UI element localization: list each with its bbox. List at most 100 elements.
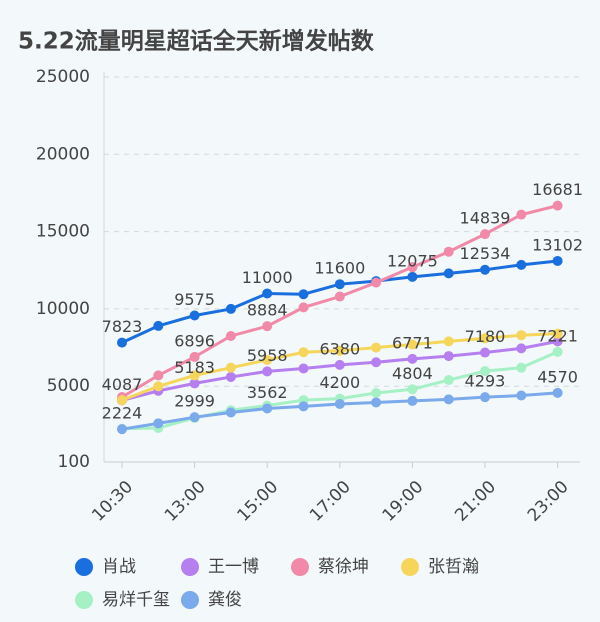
legend-label: 易烊千玺 bbox=[102, 590, 170, 610]
point bbox=[443, 336, 454, 347]
data-label: 6896 bbox=[174, 331, 215, 350]
point bbox=[552, 255, 563, 266]
point bbox=[480, 347, 490, 358]
data-label: 7221 bbox=[537, 326, 578, 345]
point bbox=[298, 363, 309, 374]
point bbox=[334, 345, 345, 356]
y-tick-label: 100 bbox=[58, 452, 90, 472]
point bbox=[189, 351, 200, 362]
point bbox=[298, 401, 309, 412]
point bbox=[225, 407, 236, 418]
point bbox=[153, 320, 164, 331]
point bbox=[262, 321, 273, 332]
point bbox=[480, 229, 490, 240]
point bbox=[189, 310, 200, 321]
point bbox=[552, 346, 563, 357]
point bbox=[371, 397, 382, 408]
data-label: 4293 bbox=[465, 372, 506, 391]
point bbox=[298, 302, 309, 313]
point bbox=[516, 330, 527, 341]
data-label: 4570 bbox=[537, 367, 578, 386]
point bbox=[298, 347, 309, 358]
point bbox=[225, 371, 236, 382]
point bbox=[298, 289, 309, 300]
legend-swatch bbox=[75, 558, 93, 576]
data-label: 9575 bbox=[174, 290, 215, 309]
point bbox=[480, 392, 490, 403]
legend-swatch bbox=[291, 558, 309, 576]
point bbox=[225, 362, 236, 373]
legend-swatch bbox=[401, 558, 419, 576]
point bbox=[443, 394, 454, 405]
point bbox=[334, 399, 345, 410]
point bbox=[552, 387, 563, 398]
data-label: 16681 bbox=[532, 180, 583, 199]
point bbox=[334, 291, 345, 302]
legend-label: 王一博 bbox=[208, 557, 259, 577]
point bbox=[262, 366, 273, 377]
data-label: 2224 bbox=[102, 404, 143, 423]
point bbox=[225, 303, 236, 314]
y-tick-label: 15000 bbox=[36, 222, 90, 242]
point bbox=[407, 384, 418, 395]
point bbox=[443, 246, 454, 257]
point bbox=[407, 339, 418, 350]
point bbox=[552, 336, 563, 347]
point bbox=[153, 418, 164, 429]
point bbox=[117, 424, 127, 435]
data-label: 7180 bbox=[465, 327, 506, 346]
point bbox=[371, 277, 382, 288]
data-label: 11600 bbox=[314, 259, 365, 278]
point bbox=[516, 390, 527, 401]
point bbox=[443, 375, 454, 386]
point bbox=[443, 268, 454, 279]
point bbox=[189, 370, 200, 381]
point bbox=[552, 328, 563, 339]
y-tick-label: 10000 bbox=[36, 299, 90, 319]
point bbox=[552, 200, 563, 211]
data-label: 12075 bbox=[387, 251, 438, 270]
legend-label: 张哲瀚 bbox=[428, 557, 479, 577]
series bbox=[117, 387, 563, 435]
point bbox=[371, 342, 382, 353]
data-label: 4200 bbox=[319, 373, 360, 392]
data-label: 6380 bbox=[319, 339, 360, 358]
data-label: 12534 bbox=[460, 244, 511, 263]
data-label: 14839 bbox=[460, 209, 511, 228]
point bbox=[117, 395, 127, 406]
point bbox=[262, 354, 273, 365]
point bbox=[516, 259, 527, 270]
data-label: 5183 bbox=[174, 358, 215, 377]
data-label: 3562 bbox=[247, 383, 288, 402]
point bbox=[153, 381, 164, 392]
point bbox=[153, 370, 164, 381]
legend-label: 蔡徐坤 bbox=[318, 557, 369, 577]
data-label: 4087 bbox=[102, 375, 143, 394]
point bbox=[262, 403, 273, 414]
legend-swatch bbox=[181, 558, 199, 576]
point bbox=[371, 388, 382, 399]
point bbox=[480, 264, 490, 275]
point bbox=[516, 343, 527, 354]
point bbox=[516, 209, 527, 220]
point bbox=[480, 366, 490, 377]
legend-label: 龚俊 bbox=[208, 590, 242, 610]
data-label: 5958 bbox=[247, 346, 288, 365]
point bbox=[225, 330, 236, 341]
y-tick-label: 20000 bbox=[36, 144, 90, 164]
y-tick-label: 5000 bbox=[47, 376, 90, 396]
point bbox=[516, 362, 527, 373]
point bbox=[407, 395, 418, 406]
legend-swatch bbox=[75, 591, 93, 609]
y-tick-label: 25000 bbox=[36, 67, 90, 87]
data-label: 4804 bbox=[392, 364, 433, 383]
data-label: 6771 bbox=[392, 333, 433, 352]
series bbox=[117, 328, 563, 406]
point bbox=[443, 351, 454, 362]
point bbox=[334, 359, 345, 370]
point bbox=[407, 262, 418, 273]
point bbox=[189, 412, 200, 423]
data-label: 13102 bbox=[532, 235, 583, 254]
point bbox=[117, 337, 127, 348]
